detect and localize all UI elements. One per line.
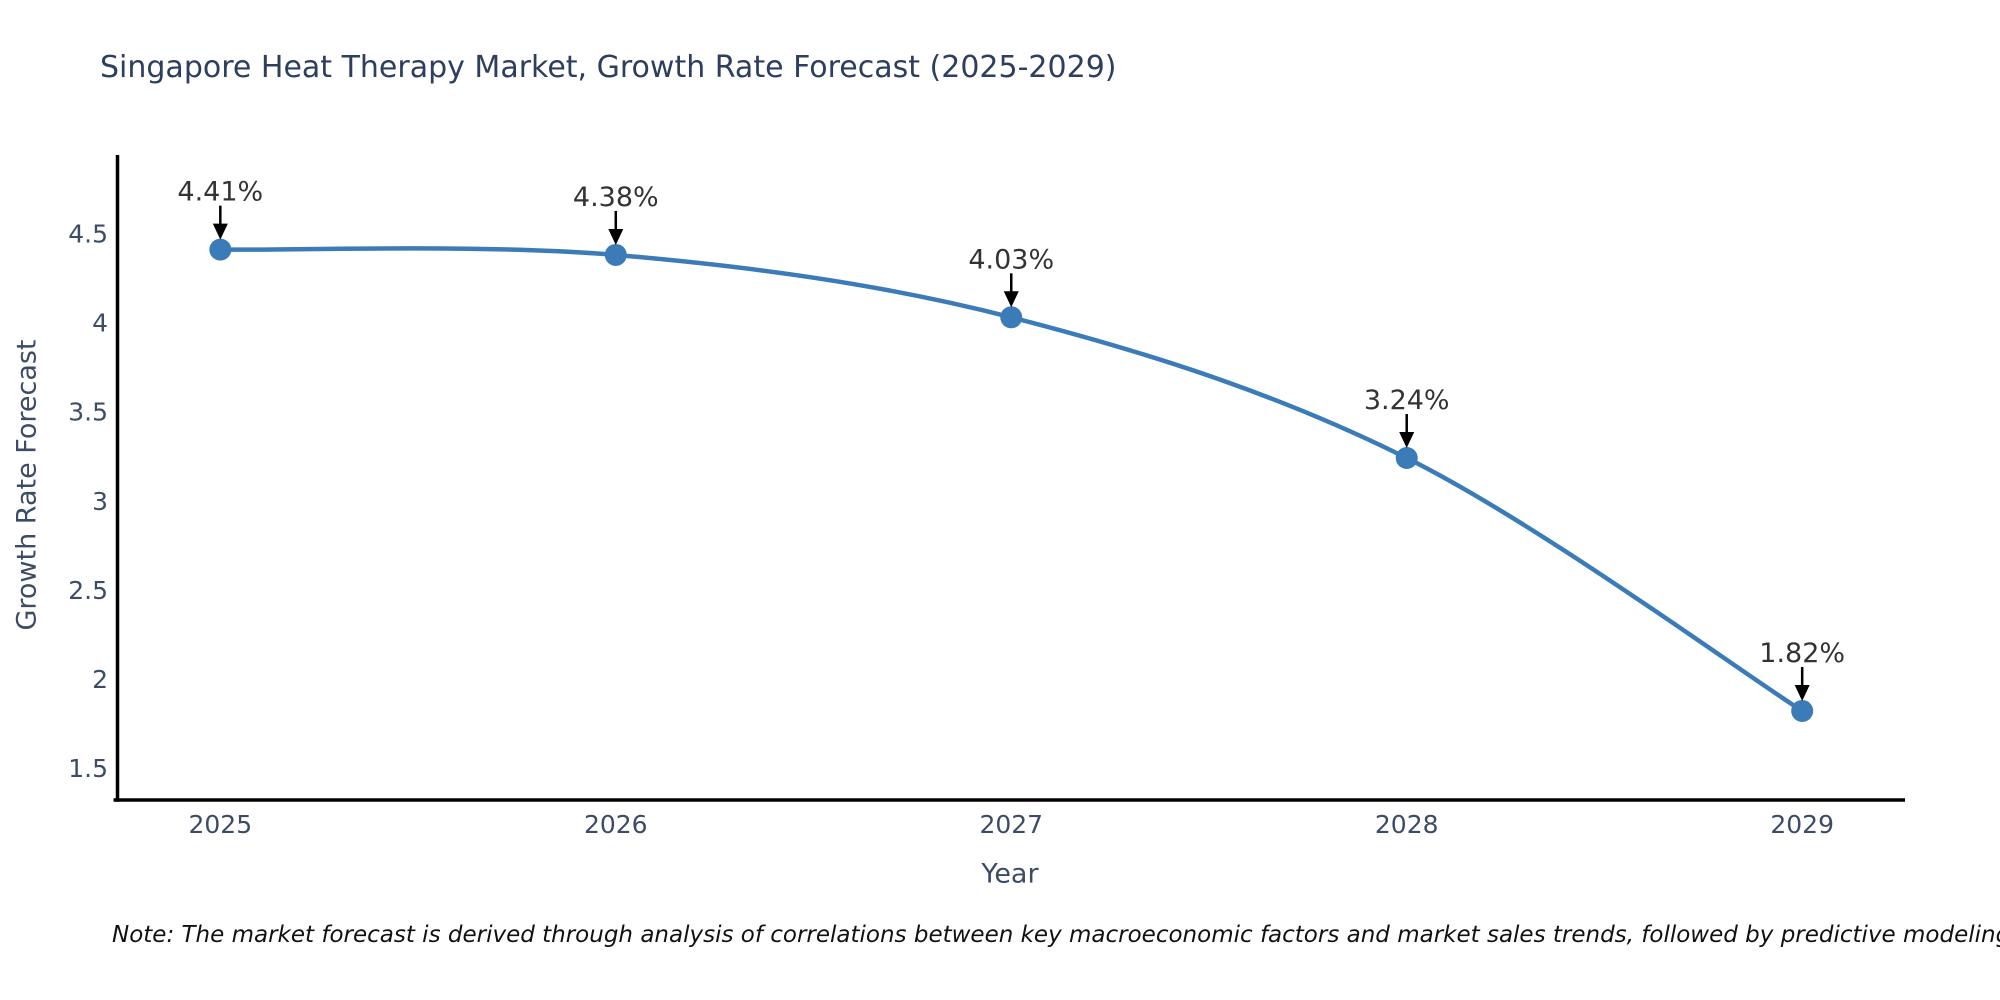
point-value-label: 3.24%	[1364, 385, 1450, 416]
data-point-2028	[1395, 447, 1418, 470]
y-tick-label: 3	[92, 487, 108, 516]
annotation-arrowhead-icon	[212, 223, 228, 240]
annotation-arrowhead-icon	[608, 228, 624, 245]
y-tick-label: 2.5	[68, 576, 108, 605]
data-point-2029	[1791, 699, 1814, 722]
y-axis-title: Growth Rate Forecast	[11, 339, 43, 631]
data-point-2027	[1000, 306, 1023, 329]
x-tick-label: 2029	[1770, 810, 1834, 839]
point-value-label: 4.03%	[968, 244, 1054, 275]
y-tick-label: 1.5	[68, 754, 108, 783]
point-value-label: 4.38%	[573, 182, 659, 213]
footnote: Note: The market forecast is derived thr…	[112, 922, 2000, 948]
annotation-arrowhead-icon	[1399, 432, 1415, 449]
annotation-arrowhead-icon	[1794, 684, 1810, 701]
data-point-2025	[209, 238, 232, 261]
x-axis-title: Year	[981, 858, 1039, 890]
y-tick-label: 4.5	[68, 220, 108, 249]
point-value-label: 1.82%	[1759, 638, 1845, 669]
chart-title: Singapore Heat Therapy Market, Growth Ra…	[100, 50, 1117, 85]
x-tick-label: 2026	[584, 810, 648, 839]
y-tick-label: 4	[92, 309, 108, 338]
y-tick-label: 3.5	[68, 398, 108, 427]
x-tick-label: 2025	[189, 810, 253, 839]
data-point-2026	[604, 243, 627, 266]
x-tick-label: 2028	[1375, 810, 1439, 839]
y-tick-label: 2	[92, 665, 108, 694]
x-tick-label: 2027	[979, 810, 1043, 839]
point-value-label: 4.41%	[177, 177, 263, 208]
annotation-arrowhead-icon	[1003, 291, 1019, 308]
